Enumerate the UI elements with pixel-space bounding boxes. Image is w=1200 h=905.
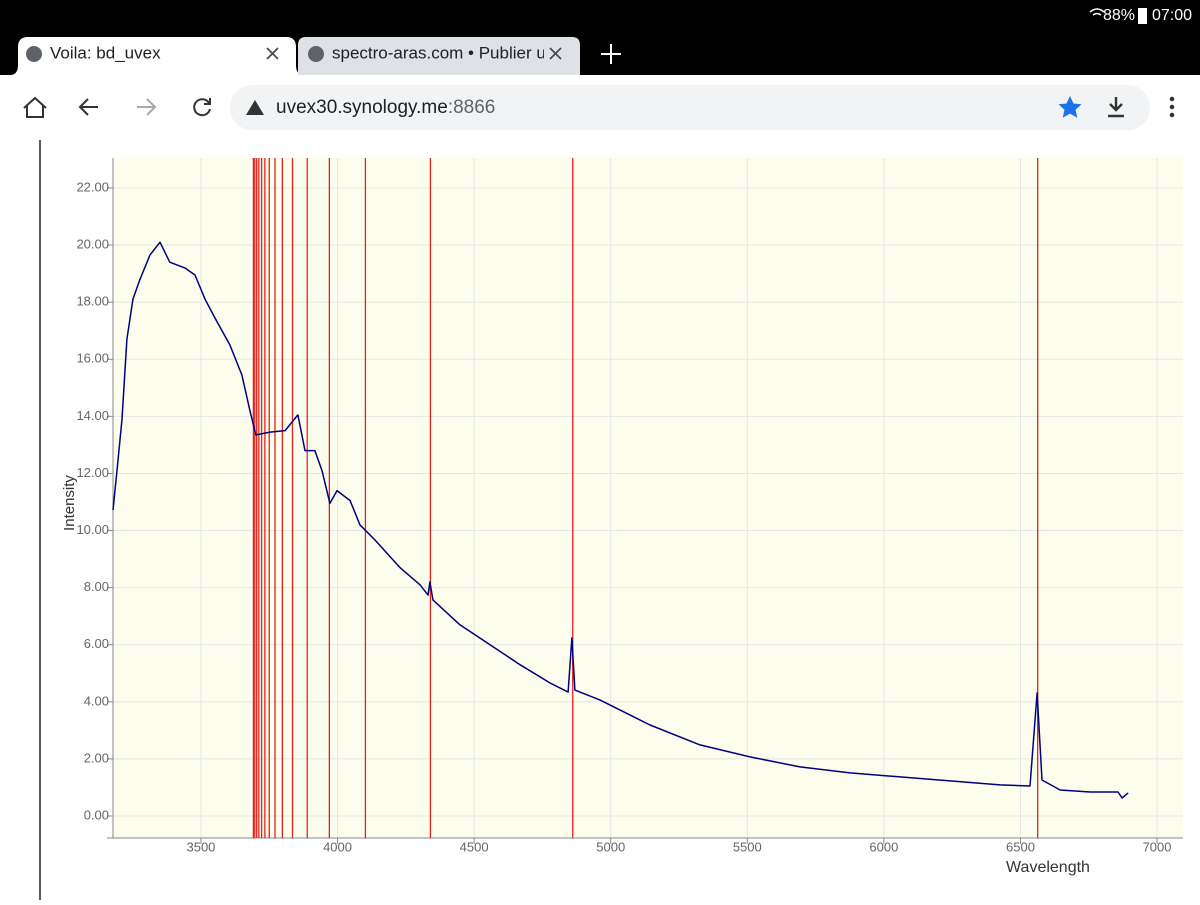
x-tick-label: 7000 <box>1143 839 1172 854</box>
spectrum-line <box>112 241 1129 799</box>
tab-close[interactable] <box>549 47 562 60</box>
reload-button[interactable] <box>193 98 211 117</box>
y-tick-label: 10.00 <box>76 522 109 537</box>
clock: 07:00 <box>1152 7 1192 24</box>
url-port: :8866 <box>448 97 496 118</box>
inactive-tab[interactable] <box>298 37 580 75</box>
wifi-icon <box>1089 8 1105 16</box>
battery: 88% <box>1103 7 1135 24</box>
y-tick-label: 0.00 <box>84 807 109 822</box>
tab-title[interactable]: Voila: bd_uvex <box>50 43 161 62</box>
menu-button[interactable] <box>1169 96 1175 118</box>
home-button[interactable] <box>23 96 47 118</box>
y-tick-label: 2.00 <box>84 750 109 765</box>
url-host: uvex30.synology.me <box>276 97 448 118</box>
y-tick-label: 20.00 <box>76 237 109 252</box>
download-button[interactable] <box>1108 97 1124 118</box>
tab-icon <box>308 46 324 62</box>
battery-icon <box>1138 8 1147 24</box>
forward-button[interactable] <box>137 98 157 116</box>
y-axis-label: Intensity <box>61 475 78 531</box>
x-tick-label: 5500 <box>733 839 762 854</box>
y-tick-label: 6.00 <box>84 636 109 651</box>
new-tab[interactable] <box>601 44 621 64</box>
plot-area <box>113 158 1183 838</box>
x-tick-label: 6500 <box>1006 839 1035 854</box>
active-tab[interactable] <box>10 37 304 75</box>
url[interactable]: uvex30.synology.me:8866 <box>276 97 495 118</box>
bookmark-star[interactable] <box>1058 96 1082 118</box>
address-bar[interactable] <box>230 85 1150 130</box>
y-tick-label: 8.00 <box>84 579 109 594</box>
back-button[interactable] <box>78 98 98 116</box>
y-tick-label: 4.00 <box>84 693 109 708</box>
tab-icon <box>26 46 42 62</box>
y-tick-label: 12.00 <box>76 465 109 480</box>
y-tick-label: 18.00 <box>76 294 109 309</box>
x-tick-label: 6000 <box>869 839 898 854</box>
x-tick-label: 5000 <box>596 839 625 854</box>
warning-icon <box>246 100 264 115</box>
y-tick-label: 22.00 <box>76 179 109 194</box>
tab-title-clip: spectro-aras.com • Publier u <box>332 43 546 62</box>
x-axis-label: Wavelength <box>1006 859 1090 876</box>
x-tick-label: 3500 <box>186 839 215 854</box>
y-tick-label: 14.00 <box>76 408 109 423</box>
y-tick-label: 16.00 <box>76 351 109 366</box>
tab-title[interactable]: spectro-aras.com • Publier u <box>332 43 546 62</box>
tab-close[interactable] <box>266 47 279 60</box>
x-tick-label: 4500 <box>460 839 489 854</box>
x-tick-label: 4000 <box>323 839 352 854</box>
